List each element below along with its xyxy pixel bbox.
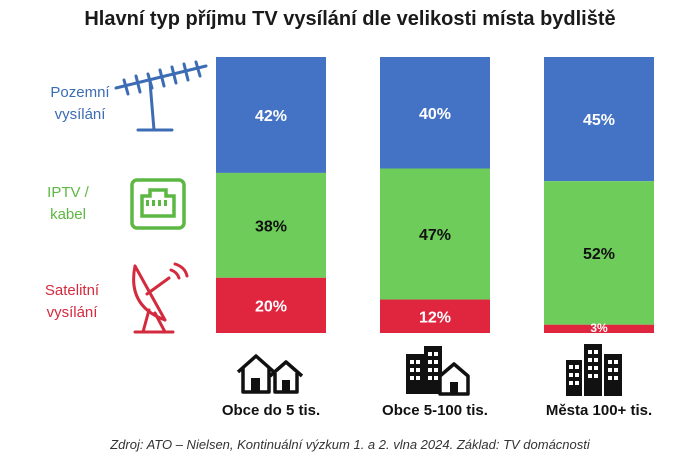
bar-satellite-0: [216, 277, 326, 333]
data-label-iptv-0: 38%: [255, 218, 287, 235]
small-houses-icon: [236, 354, 304, 394]
source-note: Zdroj: ATO – Nielsen, Kontinuální výzkum…: [110, 437, 590, 452]
category-label-cities: Města 100+ tis.: [545, 402, 653, 419]
legend-label-satellite: Satelitní vysílání: [44, 282, 100, 321]
category-label-towns: Obce 5-100 tis.: [382, 402, 488, 419]
bar-satellite-1: [380, 299, 490, 333]
data-label-satellite-1: 12%: [419, 309, 451, 326]
bar-terrestrial-0: [216, 57, 326, 173]
ethernet-port-icon: [130, 178, 186, 230]
bar-terrestrial-2: [544, 57, 654, 182]
data-label-satellite-0: 20%: [255, 298, 287, 315]
data-label-terrestrial-1: 40%: [419, 106, 451, 123]
legend-label-terrestrial: Pozemní vysílání: [50, 84, 110, 123]
antenna-icon: [114, 60, 208, 132]
bar-iptv-0: [216, 172, 326, 278]
bar-terrestrial-1: [380, 57, 490, 169]
satellite-dish-icon: [132, 262, 189, 334]
chart-title: Hlavní typ příjmu TV vysílání dle veliko…: [84, 8, 616, 30]
data-label-satellite-2: 3%: [590, 321, 608, 335]
bar-iptv-1: [380, 168, 490, 300]
category-label-small-villages: Obce do 5 tis.: [221, 402, 321, 419]
city-buildings-icon: [566, 344, 622, 396]
data-label-terrestrial-0: 42%: [255, 108, 287, 125]
data-label-iptv-1: 47%: [419, 227, 451, 244]
bar-iptv-2: [544, 181, 654, 325]
houses-and-buildings-icon: [406, 346, 470, 396]
bar-satellite-2: [544, 324, 654, 333]
data-label-iptv-2: 52%: [583, 246, 615, 263]
legend-label-iptv: IPTV / kabel: [47, 184, 89, 223]
data-label-terrestrial-2: 45%: [583, 112, 615, 129]
